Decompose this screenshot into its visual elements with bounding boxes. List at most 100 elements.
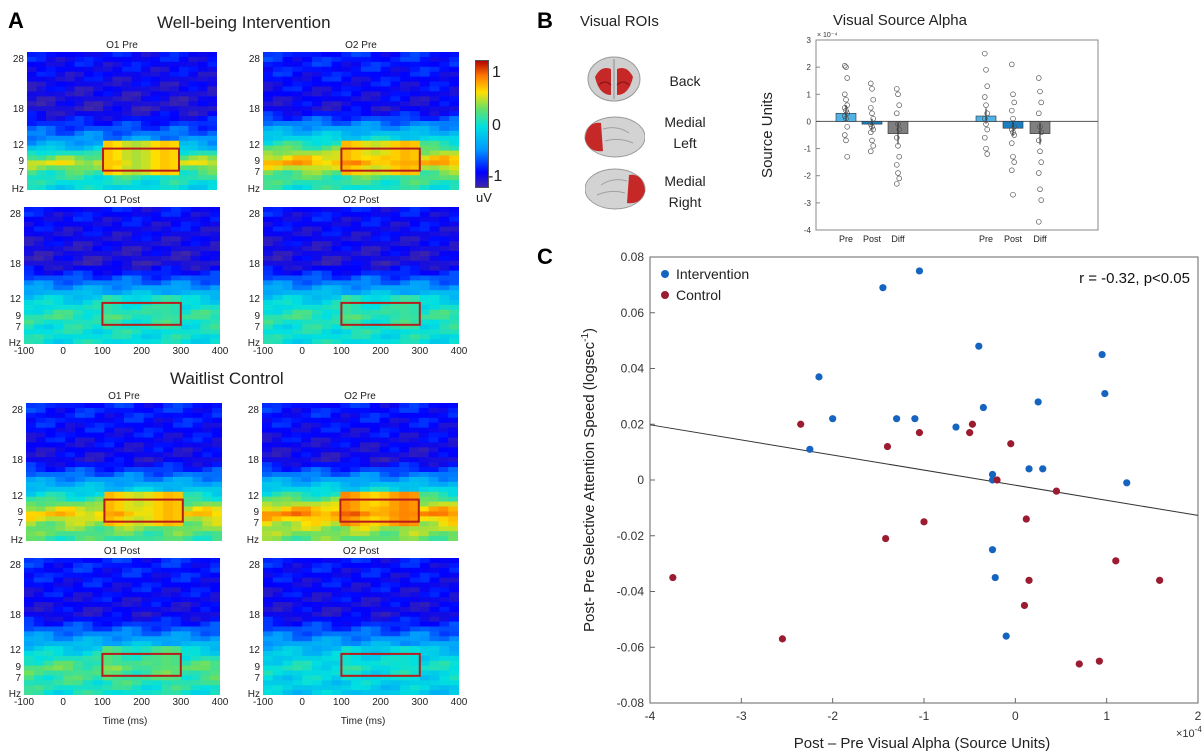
heatmap-cell — [330, 526, 341, 532]
heatmap-cell — [361, 606, 372, 613]
heatmap-cell — [351, 160, 362, 166]
x-tick-label: Diff — [891, 234, 905, 244]
heatmap-cell — [341, 606, 352, 613]
heatmap-cell — [93, 66, 104, 73]
heatmap-cell — [429, 616, 440, 623]
heatmap-cell — [321, 236, 333, 242]
y-tick-label: 9 — [18, 156, 24, 168]
heatmap-cell — [340, 422, 351, 429]
heatmap-cell — [271, 457, 283, 463]
heatmap-cell — [141, 655, 152, 662]
heatmap-cell — [173, 457, 184, 463]
heatmap-cell — [104, 526, 115, 532]
heatmap-cell — [36, 170, 47, 176]
heatmap-cell — [173, 486, 184, 493]
heatmap-cell — [312, 86, 323, 92]
heatmap-cell — [272, 185, 284, 190]
heatmap-cell — [131, 572, 143, 579]
heatmap-cell — [55, 442, 66, 448]
heatmap-cell — [73, 314, 84, 321]
heatmap-cell — [200, 216, 211, 223]
heatmap-cell — [361, 265, 372, 272]
heatmap-cell — [26, 511, 37, 517]
heatmap-cell — [400, 86, 411, 92]
heatmap-cell — [292, 339, 303, 344]
heatmap-cell — [331, 641, 342, 647]
heatmap-cell — [400, 221, 411, 228]
heatmap-cell — [262, 412, 273, 419]
heatmap-cell — [173, 452, 184, 458]
x-tick-label: Diff — [1033, 234, 1047, 244]
heatmap-cell — [311, 437, 322, 443]
heatmap-cell — [163, 407, 174, 414]
heatmap-cell — [370, 339, 382, 344]
heatmap-cell — [24, 231, 35, 237]
heatmap-cell — [351, 207, 362, 213]
heatmap-cell — [312, 319, 323, 325]
heatmap-cell — [312, 626, 323, 632]
heatmap-cell — [312, 665, 323, 672]
heatmap-cell — [389, 432, 400, 438]
roi-label-back: Back — [669, 73, 701, 89]
heatmap-cell — [73, 636, 84, 642]
heatmap-cell — [281, 526, 292, 532]
heatmap-cell — [74, 56, 85, 63]
heatmap-cell — [33, 329, 45, 335]
heatmap-cell — [282, 111, 293, 117]
heatmap-cell — [361, 165, 372, 171]
heatmap-cell — [36, 71, 47, 78]
heatmap-cell — [143, 427, 154, 434]
heatmap-cell — [43, 260, 54, 267]
heatmap-cell — [410, 621, 421, 627]
heatmap-cell — [179, 170, 189, 176]
heatmap-cell — [370, 665, 382, 672]
heatmap-cell — [429, 91, 440, 97]
heatmap-cell — [188, 125, 199, 132]
heatmap-cell — [35, 521, 47, 527]
heatmap-cell — [82, 587, 94, 593]
heatmap-cell — [150, 170, 161, 176]
heatmap-cell — [282, 621, 293, 627]
heatmap-cell — [210, 207, 220, 213]
heatmap-cell — [93, 165, 104, 171]
heatmap-cell — [153, 442, 164, 448]
heatmap-cell — [160, 121, 170, 127]
heatmap-cell — [92, 631, 103, 637]
heatmap-cell — [112, 236, 123, 242]
heatmap-cell — [112, 329, 123, 335]
heatmap-cell — [43, 275, 54, 281]
heatmap-cell — [312, 324, 323, 330]
heatmap-cell — [449, 251, 459, 257]
heatmap-o1-post-control — [24, 558, 220, 695]
heatmap-cell — [179, 66, 189, 73]
heatmap-cell — [46, 76, 56, 83]
heatmap-cell — [281, 422, 292, 429]
heatmap-cell — [122, 150, 132, 156]
heatmap-cell — [320, 526, 332, 532]
heatmap-cell — [65, 427, 76, 434]
heatmap-cell — [74, 71, 85, 78]
heatmap-cell — [330, 531, 341, 537]
heatmap-cell — [311, 491, 322, 498]
data-point — [993, 476, 1001, 484]
heatmap-cell — [390, 66, 401, 73]
heatmap-cell — [104, 516, 115, 522]
heatmap-cell — [370, 81, 382, 87]
heatmap-cell — [272, 655, 284, 662]
heatmap-cell — [55, 501, 66, 507]
heatmap-cell — [321, 295, 333, 301]
heatmap-cell — [33, 680, 45, 686]
heatmap-o1-pre-control — [26, 403, 222, 541]
heatmap-cell — [104, 501, 115, 507]
heatmap-cell — [180, 207, 192, 213]
heatmap-cell — [210, 567, 220, 574]
heatmap-cell — [188, 160, 199, 166]
heatmap-cell — [55, 56, 66, 63]
heatmap-cell — [292, 231, 303, 237]
heatmap-cell — [150, 56, 161, 63]
heatmap-cell — [302, 314, 313, 321]
heatmap-cell — [379, 417, 390, 424]
heatmap-cell — [73, 626, 84, 632]
heatmap-cell — [190, 255, 201, 262]
heatmap-cell — [331, 655, 342, 662]
